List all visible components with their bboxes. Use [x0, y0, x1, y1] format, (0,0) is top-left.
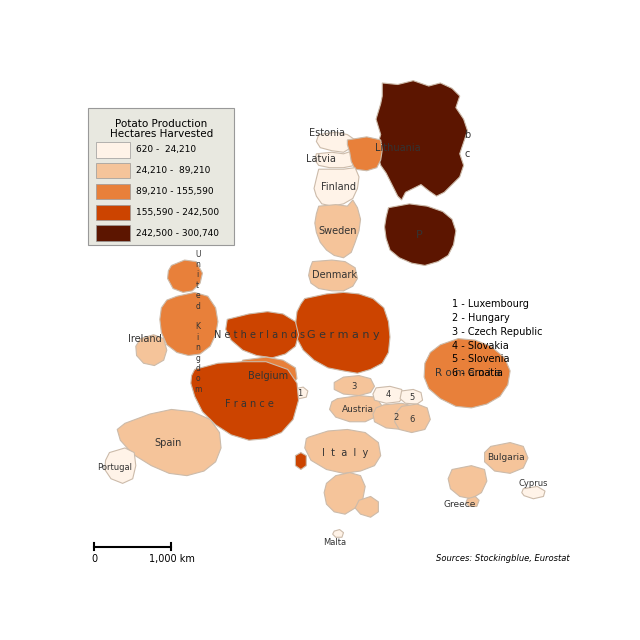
Text: G e r m a n y: G e r m a n y — [307, 330, 380, 340]
Polygon shape — [334, 376, 374, 396]
Polygon shape — [373, 387, 404, 403]
Polygon shape — [308, 260, 358, 291]
Text: 3 - Czech Republic: 3 - Czech Republic — [452, 326, 543, 337]
Text: Austria: Austria — [342, 405, 374, 414]
Text: Portugal: Portugal — [97, 463, 132, 472]
Polygon shape — [305, 429, 381, 474]
Bar — [95, 142, 131, 157]
Text: Finland: Finland — [321, 182, 356, 192]
Polygon shape — [348, 137, 382, 171]
Text: Bulgaria: Bulgaria — [488, 454, 525, 463]
Text: 1,000 km: 1,000 km — [148, 554, 195, 564]
Text: 5: 5 — [409, 392, 414, 402]
Text: 0: 0 — [91, 554, 97, 564]
Text: Potato Production: Potato Production — [115, 119, 207, 129]
Polygon shape — [168, 260, 202, 292]
Polygon shape — [314, 168, 359, 206]
Text: 89,210 - 155,590: 89,210 - 155,590 — [136, 187, 213, 196]
Bar — [95, 225, 131, 241]
FancyBboxPatch shape — [88, 108, 234, 245]
Text: Lithuania: Lithuania — [374, 143, 420, 152]
Text: 6 - Croatia: 6 - Croatia — [452, 368, 503, 378]
Text: 2: 2 — [394, 413, 399, 422]
Text: 24,210 -  89,210: 24,210 - 89,210 — [136, 166, 210, 175]
Text: Spain: Spain — [154, 438, 181, 447]
Text: U
n
i
t
e
d
 
K
i
n
g
d
o
m: U n i t e d K i n g d o m — [194, 250, 202, 394]
Text: Latvia: Latvia — [307, 154, 336, 164]
Polygon shape — [376, 81, 467, 200]
Text: 4 - Slovakia: 4 - Slovakia — [452, 340, 509, 351]
Text: N e t h e r l a n d s: N e t h e r l a n d s — [214, 330, 305, 340]
Text: Estonia: Estonia — [308, 128, 344, 138]
Polygon shape — [136, 335, 167, 365]
Text: Malta: Malta — [323, 538, 346, 547]
Text: Greece: Greece — [444, 500, 476, 509]
Text: Belgium: Belgium — [248, 371, 289, 381]
Polygon shape — [424, 339, 510, 408]
Text: b: b — [465, 129, 470, 140]
Text: Ireland: Ireland — [128, 333, 162, 344]
Polygon shape — [294, 387, 308, 399]
Text: 2 - Hungary: 2 - Hungary — [452, 313, 509, 323]
Text: 6: 6 — [409, 415, 414, 424]
Bar — [95, 163, 131, 179]
Bar — [95, 184, 131, 199]
Polygon shape — [522, 486, 545, 499]
Text: 1 - Luxembourg: 1 - Luxembourg — [452, 299, 529, 309]
Polygon shape — [373, 403, 419, 429]
Text: 242,500 - 300,740: 242,500 - 300,740 — [136, 228, 219, 237]
Text: 155,590 - 242,500: 155,590 - 242,500 — [136, 208, 219, 217]
Polygon shape — [239, 357, 297, 391]
Polygon shape — [466, 497, 479, 506]
Text: 4: 4 — [386, 390, 391, 399]
Polygon shape — [315, 200, 360, 258]
Text: F r a n c e: F r a n c e — [225, 399, 273, 409]
Text: Cyprus: Cyprus — [518, 479, 548, 488]
Polygon shape — [448, 466, 487, 499]
Text: Sweden: Sweden — [319, 226, 357, 236]
Polygon shape — [400, 389, 422, 404]
Text: I  t  a  l  y: I t a l y — [322, 447, 368, 458]
Text: R o m a n i a: R o m a n i a — [435, 368, 500, 378]
Text: Sources: Stockingblue, Eurostat: Sources: Stockingblue, Eurostat — [436, 554, 570, 563]
Polygon shape — [296, 292, 390, 373]
Text: Denmark: Denmark — [312, 271, 356, 280]
Bar — [95, 205, 131, 220]
Text: P: P — [416, 230, 423, 239]
Text: 1: 1 — [297, 388, 302, 398]
Polygon shape — [316, 132, 355, 152]
Polygon shape — [355, 497, 378, 517]
Polygon shape — [226, 312, 298, 358]
Polygon shape — [324, 472, 365, 514]
Polygon shape — [315, 150, 358, 168]
Polygon shape — [333, 529, 344, 537]
Text: 620 -  24,210: 620 - 24,210 — [136, 145, 196, 154]
Text: Hectares Harvested: Hectares Harvested — [109, 129, 213, 139]
Text: 5 - Slovenia: 5 - Slovenia — [452, 355, 509, 364]
Polygon shape — [484, 442, 528, 474]
Polygon shape — [330, 396, 382, 422]
Text: c: c — [465, 148, 470, 159]
Polygon shape — [385, 204, 456, 266]
Polygon shape — [117, 410, 221, 476]
Polygon shape — [105, 448, 136, 483]
Text: 3: 3 — [351, 382, 357, 391]
Polygon shape — [191, 362, 298, 440]
Polygon shape — [395, 404, 430, 433]
Polygon shape — [296, 452, 307, 470]
Polygon shape — [160, 292, 218, 356]
